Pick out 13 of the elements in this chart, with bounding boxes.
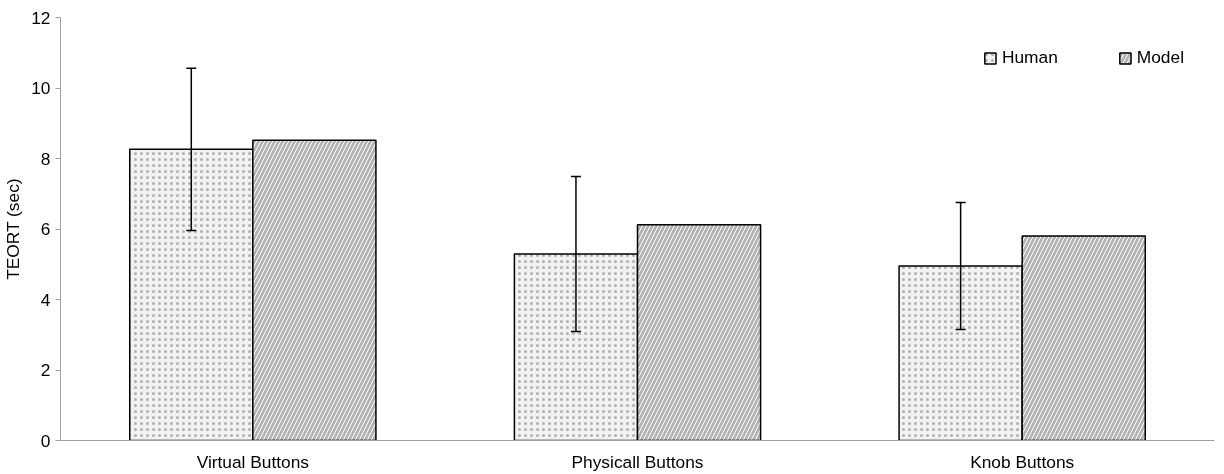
x-tick-label: Physicall Buttons <box>571 451 704 472</box>
y-axis-title: TEORT (sec) <box>3 178 24 280</box>
y-tick-label: 8 <box>40 148 51 169</box>
y-tick-label: 0 <box>40 430 51 451</box>
y-tick-label: 2 <box>40 360 51 380</box>
y-tick-label: 6 <box>40 219 51 239</box>
x-tick-label: Knob Buttons <box>970 451 1075 472</box>
y-tick-label: 10 <box>31 78 51 98</box>
y-tick-label: 12 <box>31 7 51 28</box>
y-tick-label: 4 <box>40 289 51 310</box>
legend-label: Human <box>1001 47 1058 68</box>
legend-label: Model <box>1136 47 1184 68</box>
x-tick-label: Virtual Buttons <box>196 451 310 472</box>
